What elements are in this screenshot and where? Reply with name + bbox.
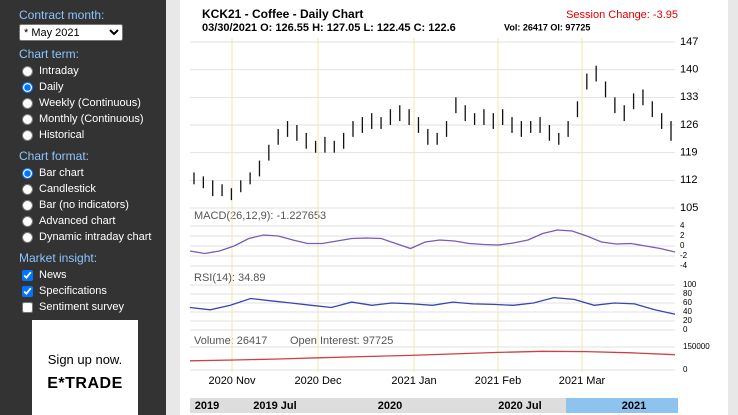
macd-line (189, 229, 676, 255)
option[interactable]: Historical (22, 127, 166, 143)
insight-group: News Specifications Sentiment survey (0, 267, 166, 315)
radio[interactable] (22, 231, 33, 243)
ad[interactable]: Sign up now. E*TRADE (32, 320, 138, 415)
y-tick-label: 4 (680, 221, 685, 230)
x-tick-label: 2020 Nov (208, 375, 256, 387)
navigator-label: 2020 (378, 400, 402, 412)
chart-title: KCK21 - Coffee - Daily Chart (202, 7, 363, 21)
y-tick-label: 140 (680, 64, 698, 76)
format-label: Chart format: (19, 149, 90, 163)
volume-line (189, 350, 676, 362)
option-label: Bar chart (39, 167, 84, 179)
y-tick-label: 40 (683, 307, 692, 316)
insight-label: Market insight: (19, 251, 98, 265)
option[interactable]: Bar chart (22, 165, 166, 181)
radio[interactable] (22, 183, 33, 195)
format-group: Bar chart Candlestick Bar (no indicators) A… (0, 165, 166, 245)
option[interactable]: Dynamic intraday chart (22, 229, 166, 245)
navigator[interactable] (190, 398, 678, 413)
option[interactable]: News (22, 267, 166, 283)
radio[interactable] (22, 113, 33, 125)
navigator-label: 2019 (195, 400, 219, 412)
navigator-label: 2019 Jul (253, 400, 296, 412)
option-label: Monthly (Continuous) (39, 113, 144, 125)
session-change: Session Change: -3.95 (566, 9, 678, 21)
y-tick-label: 105 (680, 202, 698, 214)
rsi-line (189, 296, 676, 315)
x-tick-label: 2021 Feb (475, 375, 521, 387)
quote: 03/30/2021 O: 126.55 H: 127.05 L: 122.45… (202, 22, 456, 34)
navigator-label: 2021 (622, 400, 646, 412)
y-tick-label: -2 (680, 251, 688, 260)
radio[interactable] (22, 215, 33, 227)
contract-label: Contract month: (19, 8, 105, 22)
option[interactable]: Monthly (Continuous) (22, 111, 166, 127)
y-tick-label: 0 (680, 241, 685, 250)
option[interactable]: Specifications (22, 283, 166, 299)
radio[interactable] (22, 129, 33, 141)
y-tick-label: 0 (683, 365, 688, 374)
radio[interactable] (22, 97, 33, 109)
option[interactable]: Weekly (Continuous) (22, 95, 166, 111)
radio[interactable] (22, 65, 33, 77)
term-group: Intraday Daily Weekly (Continuous) Monthly … (0, 63, 166, 143)
volume-label: Volume: 26417 (194, 335, 267, 347)
option[interactable]: Sentiment survey (22, 299, 166, 315)
y-tick-label: 0 (683, 325, 688, 334)
y-tick-label: 147 (680, 36, 698, 48)
checkbox[interactable] (22, 301, 33, 313)
oi-label: Open Interest: 97725 (290, 335, 393, 347)
option[interactable]: Bar (no indicators) (22, 197, 166, 213)
sidebar: Contract month: * May 2021 Chart term: I… (0, 0, 166, 415)
y-tick-label: 2 (680, 231, 685, 240)
radio[interactable] (22, 167, 33, 179)
y-tick-label: 100 (683, 280, 697, 289)
rsi-label: RSI(14): 34.89 (194, 272, 266, 284)
x-tick-label: 2021 Jan (391, 375, 436, 387)
navigator-label: 2020 Jul (498, 400, 541, 412)
option-label: Sentiment survey (39, 301, 124, 313)
option-label: Daily (39, 81, 64, 93)
option[interactable]: Intraday (22, 63, 166, 79)
radio[interactable] (22, 199, 33, 211)
option-label: Candlestick (39, 183, 96, 195)
x-tick-label: 2021 Mar (559, 375, 606, 387)
option-label: Bar (no indicators) (39, 199, 129, 211)
checkbox[interactable] (22, 269, 33, 281)
option-label: Dynamic intraday chart (39, 231, 152, 243)
ad-brand: E*TRADE (47, 375, 123, 392)
y-tick-label: 80 (683, 289, 692, 298)
option-label: Intraday (39, 65, 79, 77)
y-tick-label: 126 (680, 119, 698, 131)
y-tick-label: 20 (683, 316, 692, 325)
macd-label: MACD(26,12,9): -1.227653 (194, 210, 326, 222)
navigator-window[interactable] (566, 398, 678, 413)
ad-text: Sign up now. (47, 352, 123, 367)
option-label: News (39, 269, 67, 281)
option[interactable]: Candlestick (22, 181, 166, 197)
option[interactable]: Advanced chart (22, 213, 166, 229)
y-tick-label: 119 (680, 147, 698, 159)
y-tick-label: 133 (680, 91, 698, 103)
y-tick-label: 150000 (683, 342, 710, 351)
option[interactable]: Daily (22, 79, 166, 95)
y-tick-label: -4 (680, 261, 688, 270)
option-label: Advanced chart (39, 215, 116, 227)
option-label: Weekly (Continuous) (39, 97, 141, 109)
quote-extra: Vol: 26417 OI: 97725 (504, 22, 590, 32)
radio[interactable] (22, 81, 33, 93)
checkbox[interactable] (22, 285, 33, 297)
contract-select[interactable]: * May 2021 (19, 24, 123, 41)
y-tick-label: 112 (680, 174, 698, 186)
y-tick-label: 60 (683, 298, 692, 307)
x-tick-label: 2020 Dec (294, 375, 342, 387)
option-label: Specifications (39, 285, 107, 297)
term-label: Chart term: (19, 47, 80, 61)
option-label: Historical (39, 129, 85, 141)
